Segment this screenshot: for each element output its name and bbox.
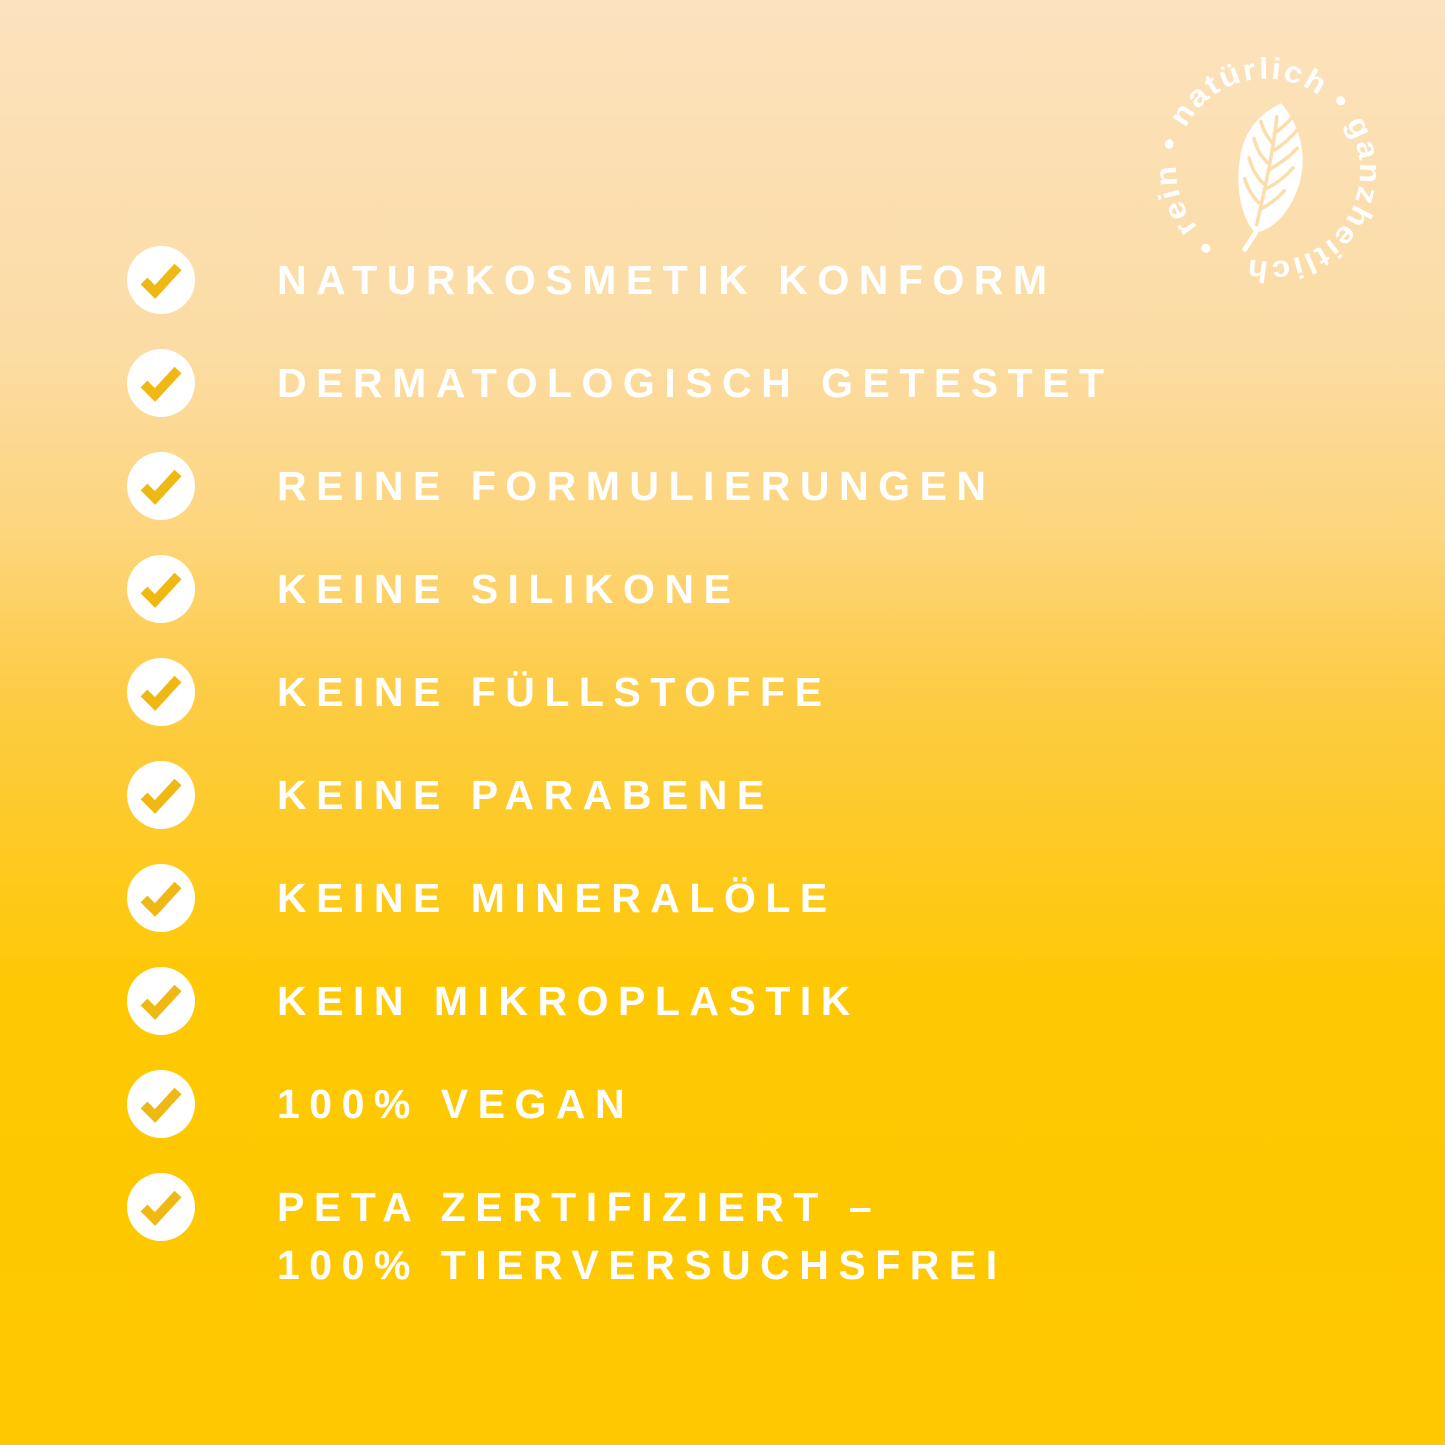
- checklist-item: KEIN MIKROPLASTIK: [127, 967, 860, 1035]
- label-line: KEINE MINERALÖLE: [277, 875, 837, 921]
- check-circle-icon: [127, 349, 195, 417]
- checklist-item-label: KEINE PARABENE: [277, 766, 774, 824]
- check-circle-icon: [127, 864, 195, 932]
- check-circle-icon: [127, 761, 195, 829]
- checklist-item-label: KEINE MINERALÖLE: [277, 869, 837, 927]
- checklist-item-label: KEINE SILIKONE: [277, 560, 740, 618]
- check-circle-icon: [127, 658, 195, 726]
- checklist-item: KEINE SILIKONE: [127, 555, 740, 623]
- check-circle-icon: [127, 555, 195, 623]
- label-line: 100% VEGAN: [277, 1081, 635, 1127]
- label-line: KEINE PARABENE: [277, 772, 774, 818]
- checklist-item: NATURKOSMETIK KONFORM: [127, 246, 1057, 314]
- leaf-icon: [1238, 103, 1303, 252]
- label-line: KEINE FÜLLSTOFFE: [277, 669, 832, 715]
- checklist-item-label: PETA ZERTIFIZIERT – 100% TIERVERSUCHSFRE…: [277, 1178, 1007, 1294]
- checklist-item-label: NATURKOSMETIK KONFORM: [277, 251, 1057, 309]
- check-circle-icon: [127, 452, 195, 520]
- checklist-item-label: REINE FORMULIERUNGEN: [277, 457, 995, 515]
- label-line: PETA ZERTIFIZIERT –: [277, 1184, 882, 1230]
- checklist-item-label: DERMATOLOGISCH GETESTET: [277, 354, 1114, 412]
- checklist-item-label: KEINE FÜLLSTOFFE: [277, 663, 831, 721]
- checklist-item: KEINE PARABENE: [127, 761, 774, 829]
- check-circle-icon: [127, 967, 195, 1035]
- check-circle-icon: [127, 246, 195, 314]
- checklist-item: 100% VEGAN: [127, 1070, 634, 1138]
- label-line: KEINE SILIKONE: [277, 566, 741, 612]
- badge-rein-natuerlich-ganzheitlich: • rein • natürlich • ganzheitlich: [1150, 53, 1385, 288]
- checklist-item-label: KEIN MIKROPLASTIK: [277, 972, 860, 1030]
- checklist-item: REINE FORMULIERUNGEN: [127, 452, 995, 520]
- check-circle-icon: [127, 1070, 195, 1138]
- checklist-item: KEINE FÜLLSTOFFE: [127, 658, 831, 726]
- checklist-item: DERMATOLOGISCH GETESTET: [127, 349, 1114, 417]
- label-line: NATURKOSMETIK KONFORM: [277, 257, 1057, 303]
- label-line: 100% TIERVERSUCHSFREI: [277, 1242, 1007, 1288]
- label-line: KEIN MIKROPLASTIK: [277, 978, 860, 1024]
- checklist-item-label: 100% VEGAN: [277, 1075, 634, 1133]
- checklist-item: PETA ZERTIFIZIERT – 100% TIERVERSUCHSFRE…: [127, 1173, 1007, 1294]
- label-line: DERMATOLOGISCH GETESTET: [277, 360, 1114, 406]
- check-circle-icon: [127, 1173, 195, 1241]
- label-line: REINE FORMULIERUNGEN: [277, 463, 996, 509]
- checklist-item: KEINE MINERALÖLE: [127, 864, 837, 932]
